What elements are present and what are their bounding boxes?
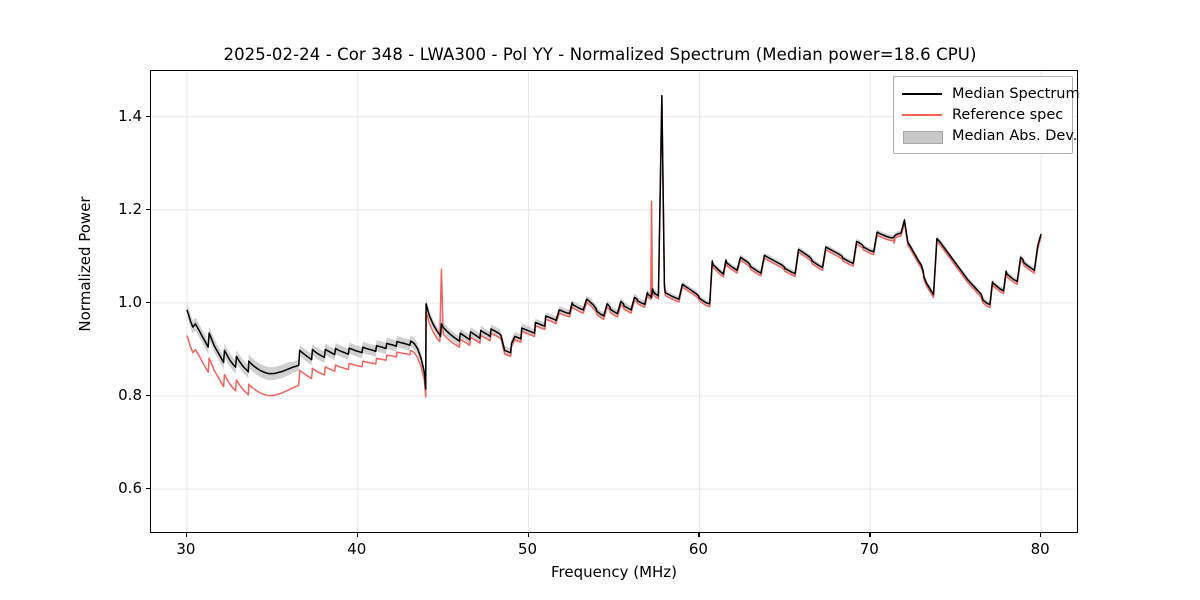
y-axis-label: Normalized Power (76, 196, 94, 332)
median-abs-dev-swatch-icon (902, 128, 943, 144)
y-tickmark (146, 115, 150, 117)
y-tick-label: 1.4 (118, 106, 142, 125)
x-tick-label: 30 (176, 540, 196, 558)
legend[interactable]: Median Spectrum Reference spec Median Ab… (893, 76, 1080, 154)
reference-spec-swatch-icon (902, 107, 942, 123)
legend-item-reference-spec[interactable]: Reference spec (902, 104, 1064, 125)
x-tickmark (356, 533, 359, 537)
legend-item-median-spectrum[interactable]: Median Spectrum (902, 83, 1080, 104)
y-tickmark (146, 488, 150, 490)
x-tick-label: 70 (859, 540, 879, 558)
median-spectrum-line (186, 94, 1042, 390)
legend-label: Median Abs. Dev. (952, 127, 1078, 144)
legend-label: Reference spec (952, 106, 1064, 123)
x-tickmark (185, 533, 188, 537)
x-tickmark (1040, 533, 1042, 537)
median-spectrum-swatch-icon (902, 86, 942, 102)
x-tick-label: 60 (688, 540, 708, 558)
y-tick-label: 1.2 (118, 199, 142, 218)
x-axis-label: Frequency (MHz) (550, 563, 678, 581)
x-tick-label: 40 (347, 540, 367, 558)
x-tickmark (869, 533, 871, 537)
x-tickmark (527, 533, 529, 537)
spectrum-plot (151, 71, 1077, 532)
x-tickmark (698, 533, 700, 537)
y-tick-label: 0.6 (118, 479, 142, 498)
y-tickmark (146, 208, 150, 211)
y-tickmark (146, 301, 150, 304)
page-title: 2025-02-24 - Cor 348 - LWA300 - Pol YY -… (223, 45, 977, 64)
legend-label: Median Spectrum (952, 85, 1080, 102)
x-tick-label: 80 (1030, 540, 1050, 558)
legend-item-median-abs-dev[interactable]: Median Abs. Dev. (902, 125, 1077, 146)
y-tickmark (146, 395, 150, 397)
x-tick-label: 50 (518, 540, 538, 558)
y-tick-label: 0.8 (118, 386, 142, 405)
y-tick-label: 1.0 (118, 292, 142, 311)
reference-spec-line (186, 97, 1042, 398)
